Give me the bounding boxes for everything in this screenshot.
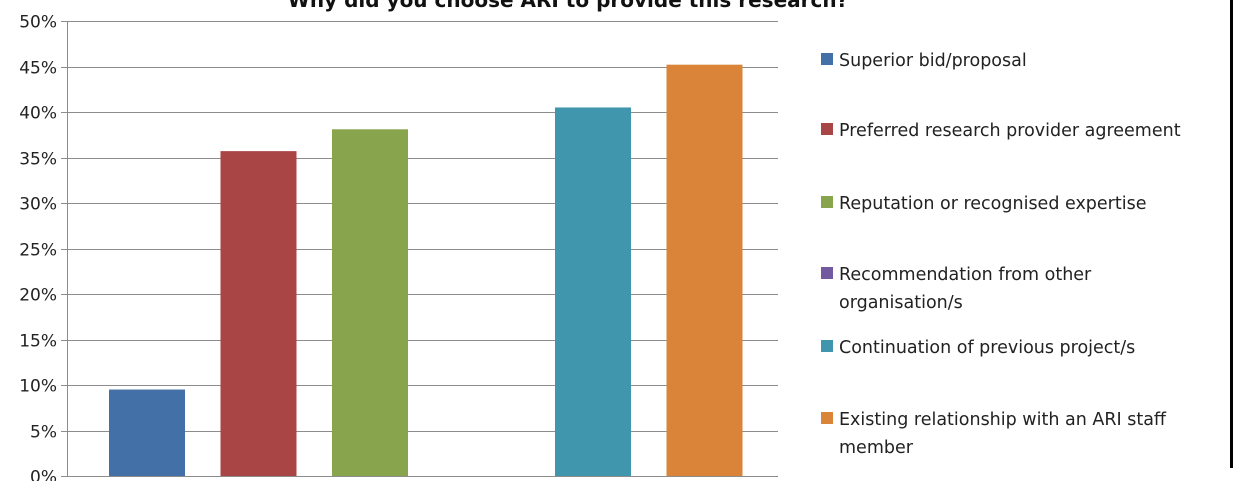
bar-6: [666, 64, 743, 477]
y-tick-label: 15%: [19, 332, 57, 352]
legend-label: Reputation or recognised expertise: [839, 194, 1147, 214]
legend-swatch-3: [821, 196, 833, 208]
legend-label: Superior bid/proposal: [839, 51, 1027, 71]
legend-swatch-2: [821, 123, 833, 135]
legend-swatch-1: [821, 53, 833, 65]
bar-3: [332, 129, 408, 477]
y-tick-label: 20%: [19, 286, 57, 306]
gridlines: [61, 21, 778, 477]
legend-swatch-4: [821, 267, 833, 279]
y-tick-label: 5%: [30, 423, 57, 443]
bar-2: [220, 151, 297, 476]
axes: 0% 5% 10% 15% 20% 25% 30% 35% 40% 45% 50%: [19, 13, 68, 481]
legend-label: Continuation of previous project/s: [839, 338, 1135, 358]
y-tick-label: 30%: [19, 195, 57, 215]
legend-swatch-5: [821, 340, 833, 352]
legend-label: member: [839, 438, 914, 458]
y-tick-label: 45%: [19, 59, 57, 79]
bar-5: [555, 107, 631, 476]
legend-label: Recommendation from other: [839, 265, 1092, 285]
chart-title: Why did you choose ARI to provide this r…: [288, 0, 848, 12]
legend-label: Preferred research provider agreement: [839, 121, 1181, 141]
y-tick-label: 10%: [19, 377, 57, 397]
y-tick-label: 35%: [19, 150, 57, 170]
y-tick-label: 0%: [30, 468, 57, 481]
legend-swatch-6: [821, 412, 833, 424]
y-tick-label: 50%: [19, 13, 57, 33]
legend-label: Existing relationship with an ARI staff: [839, 410, 1167, 430]
y-tick-label: 25%: [19, 241, 57, 261]
bars: [109, 64, 743, 477]
legend-label: organisation/s: [839, 293, 963, 313]
bar-1: [109, 389, 185, 476]
legend: Superior bid/proposal Preferred research …: [821, 51, 1181, 458]
y-tick-label: 40%: [19, 104, 57, 124]
